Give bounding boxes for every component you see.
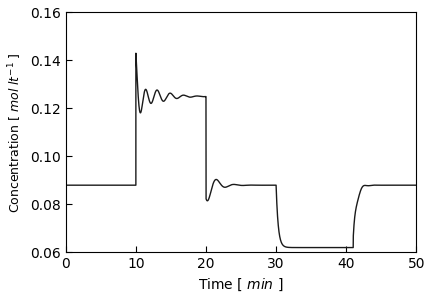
- Y-axis label: Concentration [ $mol$ $lt^{-1}$ ]: Concentration [ $mol$ $lt^{-1}$ ]: [7, 52, 25, 213]
- X-axis label: Time [ $min$ ]: Time [ $min$ ]: [198, 277, 284, 293]
